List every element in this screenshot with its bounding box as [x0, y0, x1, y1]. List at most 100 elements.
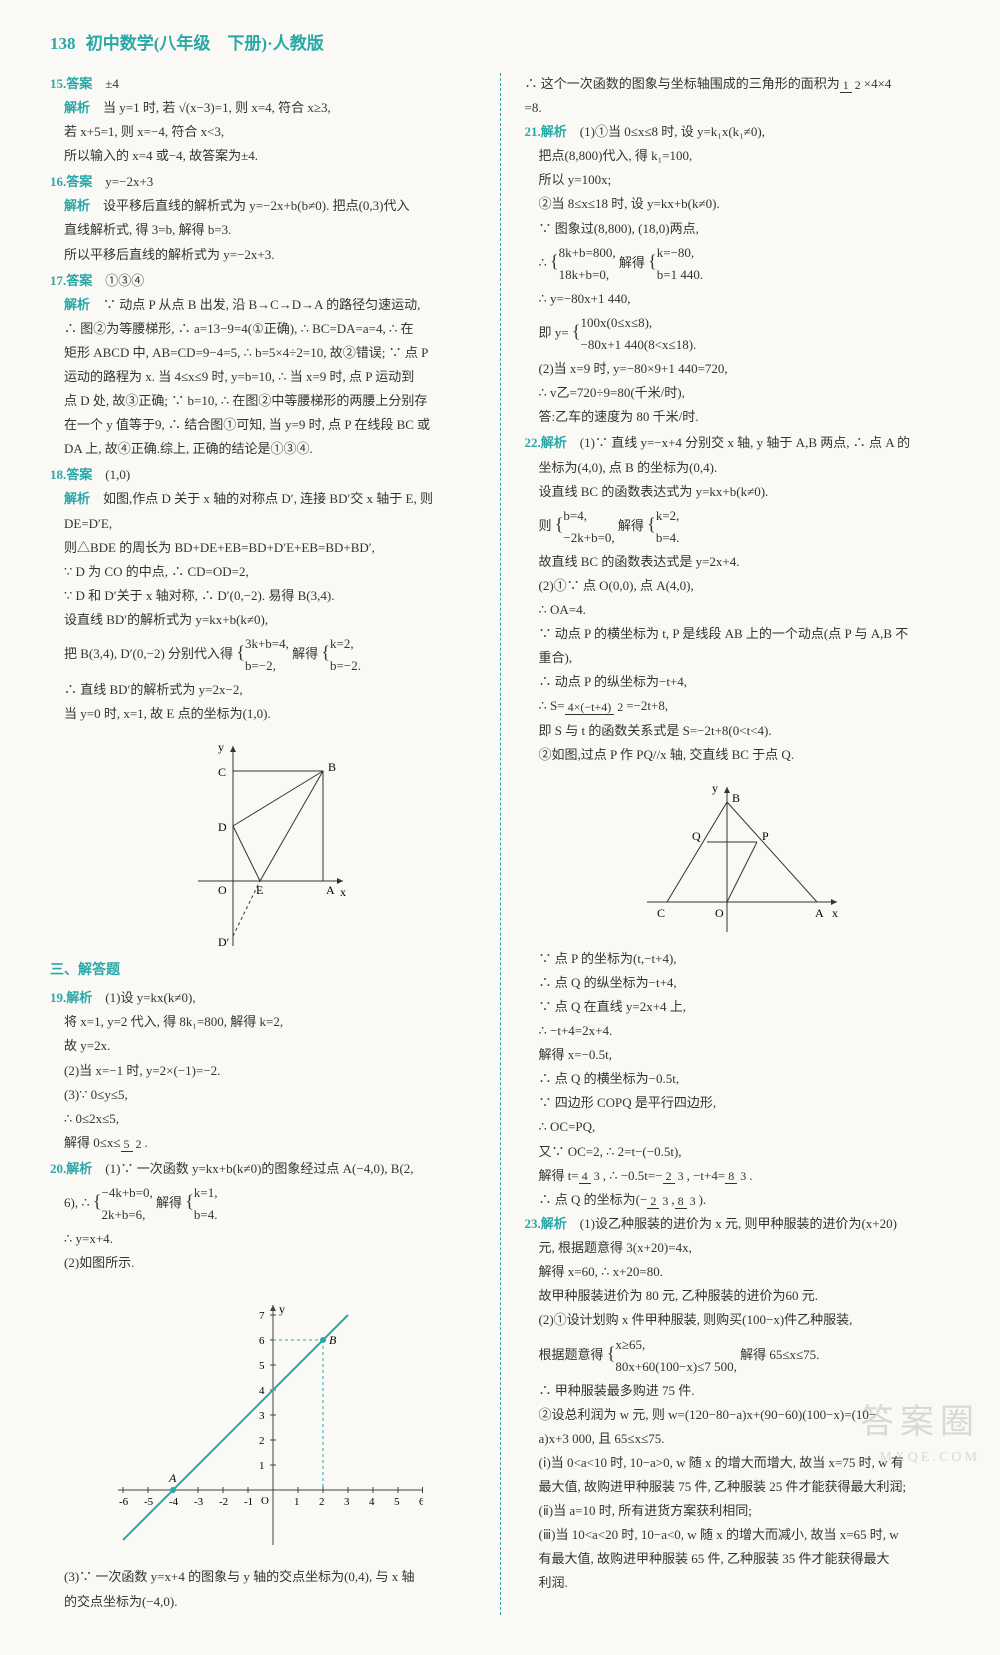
q17-sol-label: 解析	[64, 297, 90, 312]
q18-l7f: b=−2.	[330, 658, 361, 673]
svg-text:2: 2	[259, 1435, 265, 1447]
q23-l3: 解得 x=60, ∴ x+20=80.	[525, 1261, 951, 1283]
section-3-title: 三、解答题	[50, 959, 476, 983]
q19-l4: (2)当 x=−1 时, y=2×(−1)=−2.	[50, 1060, 476, 1082]
question-21: 21.解析 (1)①当 0≤x≤8 时, 设 y=k₁x(k₁≠0), 把点(8…	[525, 121, 951, 428]
q23-l7: ∴ 甲种服装最多购进 75 件.	[525, 1380, 951, 1402]
q19-l6: ∴ 0≤2x≤5,	[50, 1108, 476, 1130]
q23-l2: 元, 根据题意得 3(x+20)=4x,	[525, 1237, 951, 1259]
q15-num: 15.	[50, 76, 66, 91]
right-column: ∴ 这个一次函数的图象与坐标轴围成的三角形的面积为12×4×4 =8. 21.解…	[525, 73, 951, 1615]
svg-text:y: y	[218, 740, 224, 754]
q22-l2: 坐标为(4,0), 点 B 的坐标为(0,4).	[525, 457, 951, 479]
two-column-layout: 15.答案 ±4 解析 当 y=1 时, 若 √(x−3)=1, 则 x=4, …	[50, 73, 950, 1615]
q21-l6a: ∴	[539, 255, 547, 270]
q17-ans-label: 答案	[66, 273, 92, 288]
q21-sol-label: 解析	[541, 124, 567, 139]
q15-l1: 当 y=1 时, 若 √(x−3)=1, 则 x=4, 符合 x≥3,	[103, 100, 331, 115]
q22-l6: (2)①∵ 点 O(0,0), 点 A(4,0),	[525, 575, 951, 597]
q16-l2: 直线解析式, 得 3=b, 解得 b=3.	[50, 219, 476, 241]
q22-l7: ∴ OA=4.	[525, 599, 951, 621]
svg-text:C: C	[218, 765, 226, 779]
q18-l7b: 3k+b=4,	[245, 636, 289, 651]
q18-l6: 设直线 BD′的解析式为 y=kx+b(k≠0),	[50, 609, 476, 631]
q18-l7e: k=2,	[330, 636, 354, 651]
q22b-l4: ∴ −t+4=2x+4.	[525, 1020, 951, 1042]
q20-tail-l1: (3)∵ 一次函数 y=x+4 的图象与 y 轴的交点坐标为(0,4), 与 x…	[50, 1566, 476, 1588]
svg-text:x: x	[832, 906, 838, 920]
svg-text:1: 1	[294, 1496, 300, 1508]
q17-l7: DA 上, 故④正确.综上, 正确的结论是①③④.	[50, 438, 476, 460]
svg-text:P: P	[762, 829, 769, 843]
q23-l10: (ⅰ)当 0<a<10 时, 10−a>0, w 随 x 的增大而增大, 故当 …	[525, 1452, 951, 1474]
svg-text:x: x	[340, 885, 346, 899]
question-15: 15.答案 ±4 解析 当 y=1 时, 若 √(x−3)=1, 则 x=4, …	[50, 73, 476, 167]
cont-l1b: ×4×4	[864, 76, 892, 91]
q19-l3: 故 y=2x.	[50, 1035, 476, 1057]
q16-num: 16.	[50, 174, 66, 189]
q22-l9: 重合),	[525, 647, 951, 669]
q20-l2a: 6), ∴	[64, 1195, 90, 1210]
q22b-l9: 又∵ OC=2, ∴ 2=t−(−0.5t),	[525, 1141, 951, 1163]
q22-l1: (1)∵ 直线 y=−x+4 分别交 x 轴, y 轴于 A,B 两点, ∴ 点…	[580, 435, 910, 450]
q18-l7c: b=−2,	[245, 658, 276, 673]
left-column: 15.答案 ±4 解析 当 y=1 时, 若 √(x−3)=1, 则 x=4, …	[50, 73, 476, 1615]
svg-text:4: 4	[259, 1385, 265, 1397]
q18-l7d: 解得	[292, 646, 318, 661]
svg-text:B: B	[732, 791, 740, 805]
q16-sol-label: 解析	[64, 198, 90, 213]
q23-l12: (ⅱ)当 a=10 时, 所有进货方案获利相同;	[525, 1500, 951, 1522]
q22-l3: 设直线 BC 的函数表达式为 y=kx+b(k≠0).	[525, 481, 951, 503]
q17-num: 17.	[50, 273, 66, 288]
q22b-l8: ∴ OC=PQ,	[525, 1116, 951, 1138]
q23-l5: (2)①设计划购 x 件甲种服装, 则购买(100−x)件乙种服装,	[525, 1309, 951, 1331]
svg-text:7: 7	[259, 1310, 265, 1322]
q22b-l3: ∵ 点 Q 在直线 y=2x+4 上,	[525, 996, 951, 1018]
question-18: 18.答案 (1,0) 解析 如图,作点 D 关于 x 轴的对称点 D′, 连接…	[50, 464, 476, 725]
q17-l3: 矩形 ABCD 中, AB=CD=9−4=5, ∴ b=5×4÷2=10, 故②…	[50, 342, 476, 364]
q17-l4: 运动的路程为 x. 当 4≤x≤9 时, y=b=10, ∴ 当 x=9 时, …	[50, 366, 476, 388]
svg-text:O: O	[261, 1495, 269, 1507]
q21-l10: ∴ v乙=720÷9=80(千米/时),	[525, 382, 951, 404]
q18-l8: ∴ 直线 BD′的解析式为 y=2x−2,	[50, 679, 476, 701]
q20-l2c: 2k+b=6,	[102, 1207, 146, 1222]
svg-text:3: 3	[259, 1410, 265, 1422]
q21-l2: 把点(8,800)代入, 得 k₁=100,	[525, 145, 951, 167]
svg-text:D′: D′	[218, 935, 230, 949]
page-title: 初中数学(八年级 下册)·人教版	[86, 34, 324, 53]
q21-l11: 答:乙车的速度为 80 千米/时.	[525, 406, 951, 428]
q23-sol-label: 解析	[541, 1216, 567, 1231]
svg-text:1: 1	[259, 1460, 265, 1472]
svg-text:C: C	[657, 906, 665, 920]
q22-l10: ∴ 动点 P 的纵坐标为−t+4,	[525, 671, 951, 693]
q21-l5: ∵ 图象过(8,800), (18,0)两点,	[525, 218, 951, 240]
q20-l2d: 解得	[156, 1195, 182, 1210]
svg-text:A: A	[326, 883, 335, 897]
svg-text:O: O	[218, 883, 227, 897]
q19-l7b: .	[145, 1135, 148, 1150]
svg-text:-2: -2	[219, 1496, 228, 1508]
svg-text:3: 3	[344, 1496, 350, 1508]
question-22: 22.解析 (1)∵ 直线 y=−x+4 分别交 x 轴, y 轴于 A,B 两…	[525, 432, 951, 765]
q22b-l1: ∵ 点 P 的坐标为(t,−t+4),	[525, 948, 951, 970]
q21-l7: ∴ y=−80x+1 440,	[525, 288, 951, 310]
svg-text:6: 6	[419, 1496, 423, 1508]
q23-l9: a)x+3 000, 且 65≤x≤75.	[525, 1428, 951, 1450]
svg-text:D: D	[218, 820, 227, 834]
question-16: 16.答案 y=−2x+3 解析 设平移后直线的解析式为 y=−2x+b(b≠0…	[50, 171, 476, 265]
q22b-l2: ∴ 点 Q 的纵坐标为−t+4,	[525, 972, 951, 994]
q20-sol-label: 解析	[66, 1161, 92, 1176]
q16-ans: y=−2x+3	[105, 174, 153, 189]
q18-l4: ∵ D 为 CO 的中点, ∴ CD=OD=2,	[50, 561, 476, 583]
q22-num: 22.	[525, 435, 541, 450]
svg-text:-5: -5	[144, 1496, 154, 1508]
q21-l9: (2)当 x=9 时, y=−80×9+1 440=720,	[525, 358, 951, 380]
q20-l2f: b=4.	[194, 1207, 218, 1222]
q17-ans: ①③④	[105, 273, 144, 288]
q17-l6: 在一个 y 值等于9, ∴ 结合图①可知, 当 y=9 时, 点 P 在线段 B…	[50, 414, 476, 436]
svg-text:A: A	[168, 1471, 177, 1485]
question-17: 17.答案 ①③④ 解析 ∵ 动点 P 从点 B 出发, 沿 B→C→D→A 的…	[50, 270, 476, 461]
q22-l12: 即 S 与 t 的函数关系式是 S=−2t+8(0<t<4).	[525, 720, 951, 742]
q19-l7a: 解得 0≤x≤	[64, 1135, 121, 1150]
q15-sol-label: 解析	[64, 100, 90, 115]
